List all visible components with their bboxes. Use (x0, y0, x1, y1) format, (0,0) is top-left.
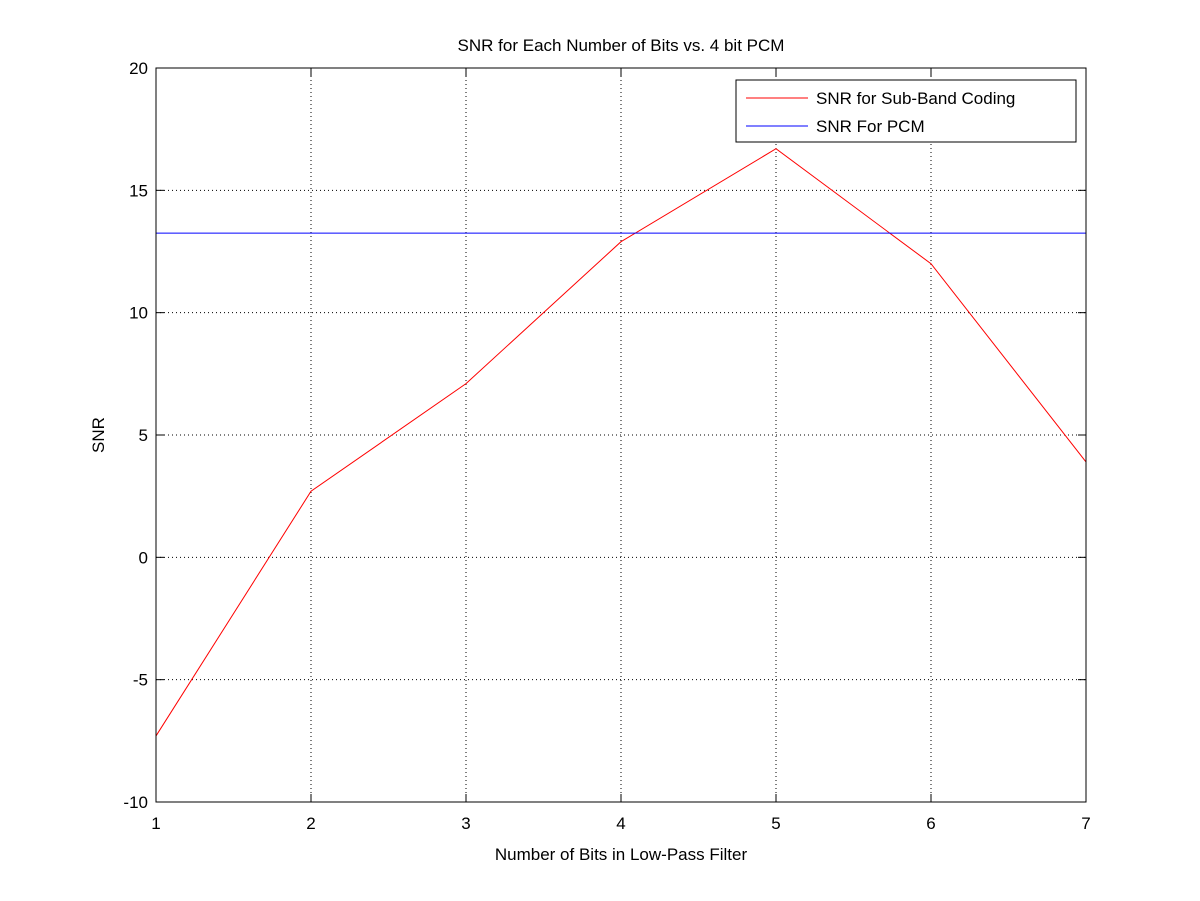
x-tick-label: 1 (151, 814, 160, 833)
series-group (155, 148, 1087, 737)
chart-title: SNR for Each Number of Bits vs. 4 bit PC… (458, 36, 785, 55)
legend: SNR for Sub-Band Coding SNR For PCM (735, 79, 1077, 143)
x-tick-label: 3 (461, 814, 470, 833)
legend-box (735, 79, 1077, 143)
x-tick-label: 5 (771, 814, 780, 833)
legend-label-2: SNR For PCM (816, 117, 925, 136)
legend-label-1: SNR for Sub-Band Coding (816, 89, 1015, 108)
ticks (155, 67, 1087, 803)
x-tick-label: 6 (926, 814, 935, 833)
x-tick-label: 2 (306, 814, 315, 833)
y-tick-labels: -10 -5 0 5 10 15 20 (123, 59, 148, 812)
y-tick-label: 20 (129, 59, 148, 78)
y-tick-label: 10 (129, 304, 148, 323)
x-tick-labels: 1 2 3 4 5 6 7 (151, 814, 1090, 833)
y-tick-label: 5 (139, 426, 148, 445)
x-axis-label: Number of Bits in Low-Pass Filter (495, 845, 748, 864)
y-tick-label: -10 (123, 793, 148, 812)
y-axis-label: SNR (89, 417, 108, 453)
x-tick-label: 4 (616, 814, 625, 833)
x-tick-label: 7 (1081, 814, 1090, 833)
y-tick-label: 0 (139, 548, 148, 567)
y-tick-label: -5 (133, 671, 148, 690)
series-line-1 (155, 148, 1087, 737)
grid (156, 68, 1086, 802)
y-tick-label: 15 (129, 181, 148, 200)
